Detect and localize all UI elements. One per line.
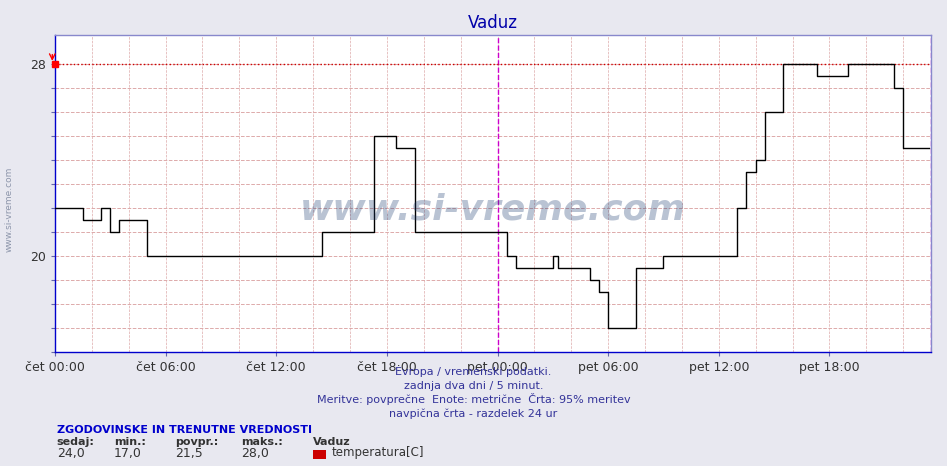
Text: Meritve: povprečne  Enote: metrične  Črta: 95% meritev: Meritve: povprečne Enote: metrične Črta:…: [316, 393, 631, 405]
Text: maks.:: maks.:: [241, 437, 283, 447]
Text: temperatura[C]: temperatura[C]: [331, 446, 424, 459]
Text: sedaj:: sedaj:: [57, 437, 95, 447]
Text: 28,0: 28,0: [241, 447, 269, 459]
Text: povpr.:: povpr.:: [175, 437, 219, 447]
Text: zadnja dva dni / 5 minut.: zadnja dva dni / 5 minut.: [403, 381, 544, 391]
Text: Evropa / vremenski podatki.: Evropa / vremenski podatki.: [395, 367, 552, 377]
Text: 21,5: 21,5: [175, 447, 203, 459]
Text: navpična črta - razdelek 24 ur: navpična črta - razdelek 24 ur: [389, 409, 558, 419]
Text: Vaduz: Vaduz: [313, 437, 350, 447]
Text: 24,0: 24,0: [57, 447, 84, 459]
Text: min.:: min.:: [114, 437, 146, 447]
Text: www.si-vreme.com: www.si-vreme.com: [5, 167, 14, 253]
Text: 17,0: 17,0: [114, 447, 141, 459]
Title: Vaduz: Vaduz: [468, 14, 518, 32]
Text: ZGODOVINSKE IN TRENUTNE VREDNOSTI: ZGODOVINSKE IN TRENUTNE VREDNOSTI: [57, 425, 312, 435]
Text: www.si-vreme.com: www.si-vreme.com: [300, 192, 686, 226]
